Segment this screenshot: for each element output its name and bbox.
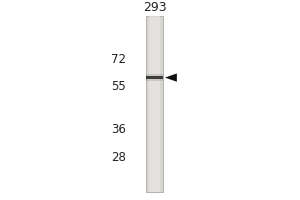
Bar [149, 16, 160, 192]
Text: 28: 28 [111, 151, 126, 164]
Polygon shape [165, 73, 177, 82]
Bar [146, 16, 164, 192]
Text: 36: 36 [111, 123, 126, 136]
Text: 72: 72 [111, 53, 126, 66]
Text: 293: 293 [143, 1, 166, 14]
Text: 55: 55 [111, 80, 126, 93]
Bar [146, 74, 163, 81]
Bar [146, 76, 163, 79]
